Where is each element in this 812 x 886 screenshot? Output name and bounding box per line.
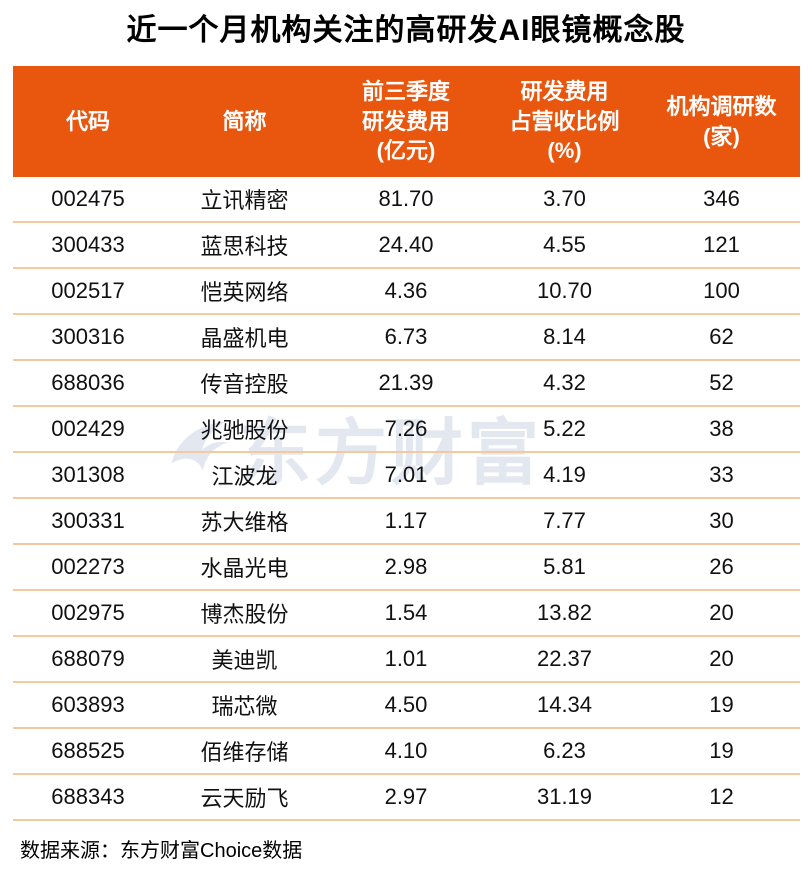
table-cell: 81.70 (378, 186, 434, 211)
table-cell: 6.73 (384, 324, 428, 349)
col-header-rd-expense: 前三季度 研发费用 (亿元) (361, 79, 450, 164)
table-cell: 1.17 (384, 508, 428, 533)
table-cell: 3.70 (543, 186, 586, 211)
table-cell: 蓝思科技 (200, 234, 289, 259)
table-cell: 002517 (51, 278, 125, 303)
table-cell: 100 (703, 278, 740, 303)
table-cell: 688343 (51, 784, 125, 809)
table-cell: 4.19 (543, 462, 586, 487)
watermark-text: 东方财富 (239, 414, 544, 494)
table-cell: 20 (709, 600, 734, 625)
table-cell: 002975 (51, 600, 125, 625)
col-header-institution: 机构调研数 (家) (666, 94, 777, 149)
table-cell: 300316 (51, 324, 125, 349)
table-cell: 6.23 (543, 738, 586, 763)
table-row: 002273 水晶光电 2.98 5.81 26 (13, 545, 800, 591)
table-cell: 12 (709, 784, 734, 809)
table-cell: 38 (709, 416, 734, 441)
col-header-rd-ratio: 研发费用 占营收比例 (%) (509, 79, 620, 164)
table-body: 002475 立讯精密 81.70 3.70 346 300433 蓝思科技 24.40 4.5… (13, 177, 800, 821)
table-cell: 美迪凯 (211, 648, 278, 673)
table-cell: 19 (709, 738, 734, 763)
eastmoney-logo-icon (171, 421, 228, 471)
table-cell: 21.39 (378, 370, 434, 395)
table-cell: 云天励飞 (200, 786, 289, 811)
table-cell: 4.36 (384, 278, 428, 303)
table-row: 301308 江波龙 7.01 4.19 33 (13, 453, 800, 499)
table-row: 688525 佰维存储 4.10 6.23 19 (13, 729, 800, 775)
table-cell: 1.01 (384, 646, 428, 671)
table-row: 688036 传音控股 21.39 4.32 52 (13, 361, 800, 407)
table-row: 002517 恺英网络 4.36 10.70 100 (13, 269, 800, 315)
data-source: 数据来源：东方财富Choice数据 (20, 840, 303, 862)
table-cell: 7.26 (384, 416, 428, 441)
table-cell: 8.14 (543, 324, 586, 349)
table-header: 代码 简称 前三季度 研发费用 (亿元) 研发费用 占营收比例 (%) 机构调研… (13, 66, 800, 177)
table-cell: 博杰股份 (200, 602, 289, 627)
table-cell: 002475 (51, 186, 125, 211)
table-cell: 300331 (51, 508, 125, 533)
table-row: 002975 博杰股份 1.54 13.82 20 (13, 591, 800, 637)
table-cell: 22.37 (536, 646, 593, 671)
table-cell: 30 (709, 508, 734, 533)
table-row: 002429 兆驰股份 7.26 5.22 38 (13, 407, 800, 453)
table-row: 688343 云天励飞 2.97 31.19 12 (13, 775, 800, 821)
table-cell: 兆驰股份 (200, 418, 289, 443)
table-cell: 346 (703, 186, 740, 211)
table-cell: 52 (709, 370, 734, 395)
table-cell: 002273 (51, 554, 125, 579)
table-cell: 传音控股 (200, 372, 289, 397)
table-cell: 恺英网络 (200, 280, 289, 305)
table-cell: 7.77 (543, 508, 586, 533)
table-row: 688079 美迪凯 1.01 22.37 20 (13, 637, 800, 683)
table-cell: 4.10 (384, 738, 428, 763)
table-cell: 2.98 (384, 554, 428, 579)
table-cell: 62 (709, 324, 734, 349)
table-cell: 14.34 (536, 692, 593, 717)
watermark: 东方财富 (163, 418, 543, 490)
table-cell: 佰维存储 (200, 740, 289, 765)
table-cell: 5.22 (543, 416, 586, 441)
table-cell: 水晶光电 (200, 556, 289, 581)
table-cell: 24.40 (378, 232, 434, 257)
table-cell: 4.55 (543, 232, 586, 257)
stock-table: 东方财富 代码 简称 前三季度 研发费用 (亿元) 研发费用 占营收比例 (%)… (13, 66, 800, 821)
table-cell: 603893 (51, 692, 125, 717)
page-title: 近一个月机构关注的高研发AI眼镜概念股 (126, 14, 686, 47)
table-cell: 33 (709, 462, 734, 487)
table-cell: 5.81 (543, 554, 586, 579)
table-cell: 121 (703, 232, 740, 257)
table-cell: 26 (709, 554, 734, 579)
table-cell: 20 (709, 646, 734, 671)
table-row: 300433 蓝思科技 24.40 4.55 121 (13, 223, 800, 269)
col-header-code: 代码 (65, 108, 110, 134)
table-cell: 13.82 (536, 600, 593, 625)
table-cell: 688036 (51, 370, 125, 395)
table-cell: 10.70 (536, 278, 593, 303)
table-row: 300331 苏大维格 1.17 7.77 30 (13, 499, 800, 545)
table-cell: 江波龙 (211, 464, 278, 489)
table-cell: 301308 (51, 462, 125, 487)
table-cell: 晶盛机电 (200, 326, 289, 351)
table-row: 300316 晶盛机电 6.73 8.14 62 (13, 315, 800, 361)
table-cell: 立讯精密 (200, 188, 289, 213)
table-cell: 苏大维格 (200, 510, 289, 535)
table-cell: 002429 (51, 416, 125, 441)
table-row: 603893 瑞芯微 4.50 14.34 19 (13, 683, 800, 729)
table-cell: 688079 (51, 646, 125, 671)
table-cell: 7.01 (384, 462, 428, 487)
table-cell: 1.54 (384, 600, 428, 625)
table-cell: 4.50 (384, 692, 428, 717)
table-row: 002475 立讯精密 81.70 3.70 346 (13, 177, 800, 223)
col-header-name: 简称 (222, 108, 267, 134)
table-cell: 31.19 (536, 784, 593, 809)
table-cell: 4.32 (543, 370, 586, 395)
table-cell: 2.97 (384, 784, 428, 809)
table-cell: 瑞芯微 (211, 694, 278, 719)
table-cell: 19 (709, 692, 734, 717)
table-cell: 300433 (51, 232, 125, 257)
table-cell: 688525 (51, 738, 125, 763)
infographic-page: 近一个月机构关注的高研发AI眼镜概念股 东方财富 代码 简称 前三季度 研发费用… (0, 10, 812, 863)
